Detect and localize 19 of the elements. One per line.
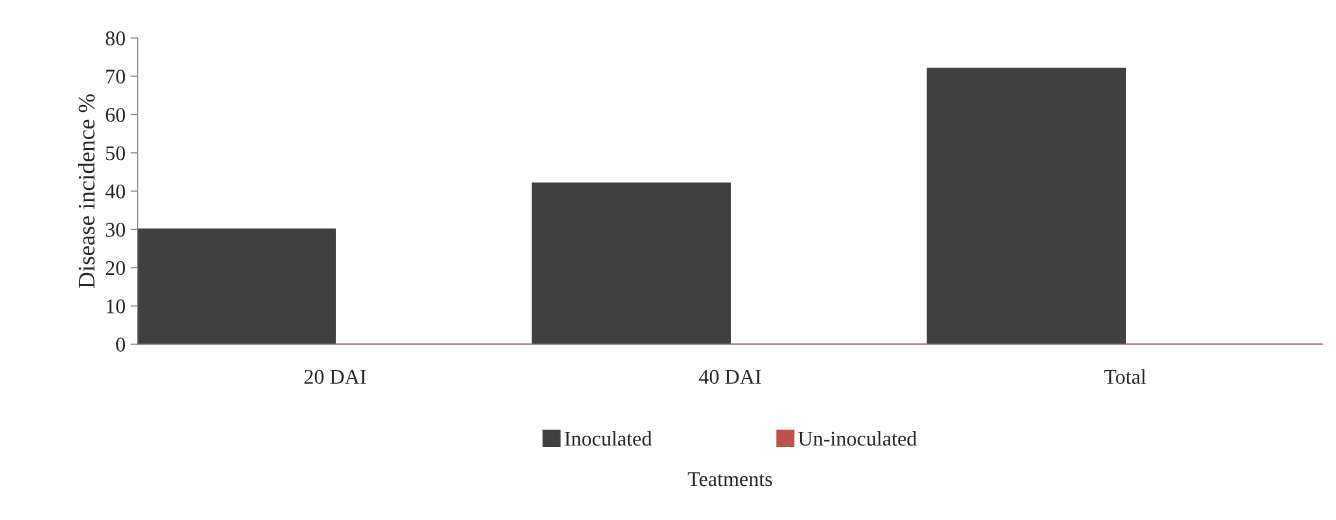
y-tick-label: 60 <box>105 107 126 122</box>
x-axis-title: Teatments <box>687 472 773 487</box>
bar <box>531 182 731 345</box>
legend-label: Inoculated <box>564 431 652 446</box>
y-axis-title: Disease incidence % <box>78 94 95 289</box>
y-tick-label: 30 <box>105 222 126 237</box>
legend-label: Un-inoculated <box>798 431 917 446</box>
y-tick-label: 40 <box>105 184 126 199</box>
x-tick-label: Total <box>1104 369 1146 384</box>
bar <box>926 67 1126 345</box>
bar <box>137 228 336 345</box>
y-tick-label: 10 <box>106 299 126 314</box>
y-tick-label: 70 <box>106 69 126 84</box>
y-tick-label: 80 <box>105 31 126 46</box>
y-tick-label: 50 <box>106 146 126 161</box>
x-tick-label: 40 DAI <box>699 369 761 384</box>
y-tick-label: 20 <box>105 261 126 276</box>
y-tick-label: 0 <box>116 337 126 352</box>
x-tick-label: 20 DAI <box>304 369 366 384</box>
